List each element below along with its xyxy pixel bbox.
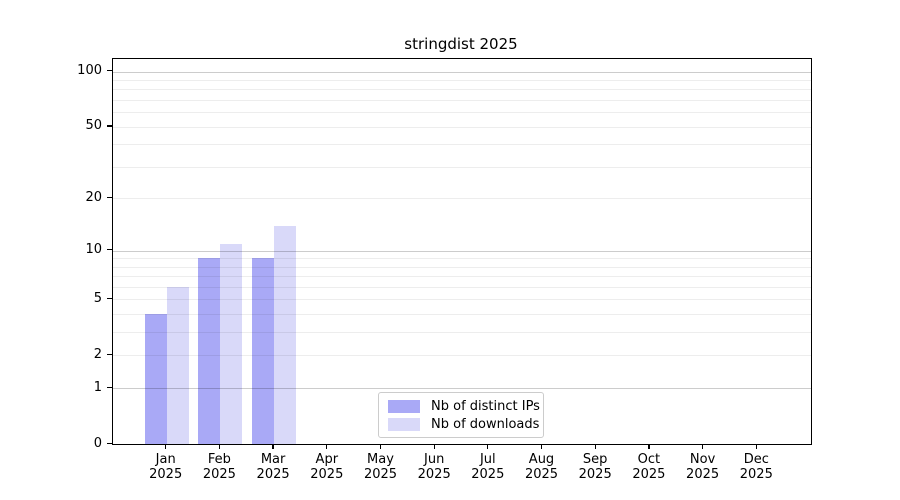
x-tick-mark xyxy=(165,444,167,449)
x-tick-mark xyxy=(755,444,757,449)
major-gridline xyxy=(113,250,811,252)
x-tick-label-jul: Jul 2025 xyxy=(471,452,505,482)
minor-gridline xyxy=(113,100,811,101)
y-tick-label: 0 xyxy=(93,435,102,451)
bar-feb-downloads xyxy=(220,243,243,444)
minor-gridline xyxy=(113,80,811,81)
bar-mar-downloads xyxy=(274,225,297,444)
minor-gridline xyxy=(113,198,811,200)
minor-gridline xyxy=(113,276,811,278)
minor-gridline xyxy=(113,112,811,114)
x-tick-label-feb: Feb 2025 xyxy=(202,452,236,482)
bar-jan-distinct-ips xyxy=(144,314,167,444)
y-tick-mark xyxy=(107,70,112,72)
y-tick-label: 10 xyxy=(85,242,102,257)
y-tick-mark xyxy=(107,353,112,356)
x-tick-label-oct: Oct 2025 xyxy=(632,452,666,482)
bar-feb-distinct-ips xyxy=(198,258,221,444)
x-tick-mark xyxy=(272,444,274,449)
x-tick-mark xyxy=(540,444,543,449)
minor-gridline xyxy=(113,166,811,168)
x-tick-mark xyxy=(326,444,328,449)
y-tick-mark xyxy=(107,196,112,199)
legend-row-distinct-ips: Nb of distinct IPs xyxy=(388,399,540,414)
minor-gridline xyxy=(113,314,811,316)
minor-gridline xyxy=(113,89,811,91)
x-tick-label-dec: Dec 2025 xyxy=(739,452,773,482)
chart-title: stringdist 2025 xyxy=(404,35,518,53)
y-tick-mark xyxy=(107,297,112,300)
x-tick-label-apr: Apr 2025 xyxy=(310,452,344,482)
minor-gridline xyxy=(113,299,811,301)
y-tick-label: 5 xyxy=(93,290,102,306)
grid-layer xyxy=(113,59,811,444)
minor-gridline xyxy=(113,266,811,268)
minor-gridline xyxy=(113,355,811,357)
y-tick-mark xyxy=(107,386,112,388)
legend: Nb of distinct IPs Nb of downloads xyxy=(378,392,544,438)
plot-area: Nb of distinct IPs Nb of downloads xyxy=(112,58,812,445)
x-tick-mark xyxy=(218,444,221,449)
x-tick-mark xyxy=(594,444,596,449)
y-tick-label: 20 xyxy=(85,189,102,205)
minor-gridline xyxy=(113,332,811,334)
bar-jan-downloads xyxy=(166,287,189,444)
legend-row-downloads: Nb of downloads xyxy=(388,417,539,432)
legend-label-distinct-ips: Nb of distinct IPs xyxy=(431,398,540,414)
y-tick-label: 100 xyxy=(77,63,102,79)
x-tick-label-mar: Mar 2025 xyxy=(256,452,290,482)
minor-gridline xyxy=(113,126,811,128)
x-tick-label-sep: Sep 2025 xyxy=(578,452,612,482)
legend-swatch-downloads xyxy=(388,418,420,431)
y-tick-mark xyxy=(107,442,112,444)
major-gridline xyxy=(113,71,811,73)
minor-gridline xyxy=(113,287,811,288)
x-tick-label-jan: Jan 2025 xyxy=(149,452,183,482)
y-tick-mark xyxy=(107,125,112,127)
y-tick-label: 2 xyxy=(93,346,102,362)
legend-swatch-distinct-ips xyxy=(388,400,420,413)
x-tick-mark xyxy=(648,444,650,449)
bars-layer xyxy=(113,59,811,444)
x-tick-mark xyxy=(701,444,704,449)
x-tick-label-nov: Nov 2025 xyxy=(686,452,720,482)
minor-gridline xyxy=(113,144,811,146)
y-tick-label: 50 xyxy=(85,118,102,134)
x-tick-label-jun: Jun 2025 xyxy=(417,452,451,482)
y-tick-mark xyxy=(107,249,112,251)
legend-label-downloads: Nb of downloads xyxy=(431,416,540,432)
minor-gridline xyxy=(113,258,811,260)
x-tick-mark xyxy=(379,444,382,449)
bar-mar-distinct-ips xyxy=(252,258,275,444)
x-tick-label-may: May 2025 xyxy=(363,452,398,482)
x-tick-mark xyxy=(433,444,435,449)
major-gridline xyxy=(113,388,811,390)
y-tick-label: 1 xyxy=(93,379,102,395)
x-tick-mark xyxy=(487,444,489,449)
x-tick-label-aug: Aug 2025 xyxy=(524,452,559,482)
